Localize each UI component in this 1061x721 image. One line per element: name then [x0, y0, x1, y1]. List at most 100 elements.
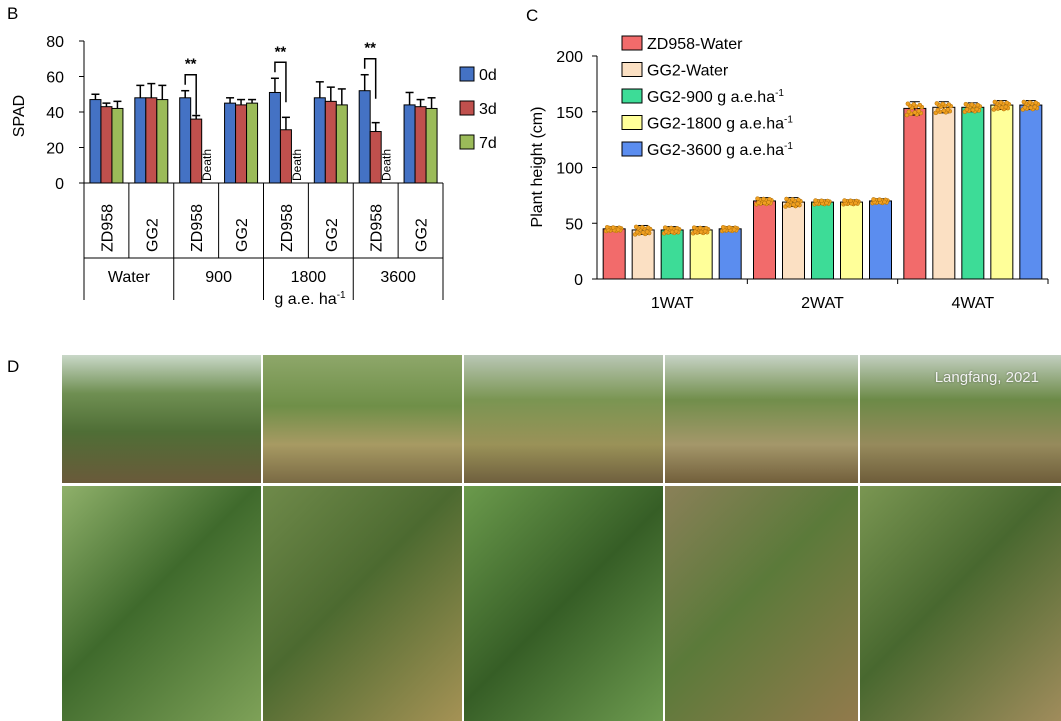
data-point — [673, 229, 679, 234]
significance-marker: ** — [364, 40, 376, 57]
bar-GG2-900 g a.e.ha — [961, 106, 985, 280]
data-point — [993, 105, 999, 110]
legend-swatch — [621, 141, 643, 157]
spad-bar-chart: SPAD 0 20 40 60 80 ZD958 GG2 ZD958 GG2 ZD958 GG2 ZD9… — [11, 34, 497, 308]
data-point — [904, 112, 910, 118]
data-point — [615, 227, 621, 232]
x-group-label: 3600 — [380, 269, 416, 286]
data-point — [999, 105, 1005, 110]
y-tick-label: 50 — [565, 216, 583, 233]
bar-GG2-1800 g a.e.ha — [840, 201, 863, 280]
significance-marker: ** — [185, 56, 197, 73]
data-point — [766, 200, 771, 205]
photo-field-3600 — [665, 355, 858, 483]
y-tick-label: 80 — [46, 34, 64, 51]
data-point — [633, 224, 639, 230]
data-point — [941, 108, 947, 113]
bar-GG2-3600 g a.e.ha — [718, 228, 742, 280]
bar-GG2-1800 g a.e.ha — [689, 229, 713, 280]
legend-label: GG2-3600 g a.e.ha-1 — [647, 141, 793, 159]
data-point — [790, 197, 795, 202]
x-category-label: GG2 — [414, 218, 431, 252]
bar-ZD958-Water — [753, 200, 776, 280]
data-point — [1028, 105, 1034, 110]
bar-0d — [89, 99, 102, 184]
photo-field-900 — [263, 355, 462, 483]
data-point — [946, 102, 952, 107]
data-point — [974, 106, 980, 112]
data-point — [692, 229, 698, 234]
data-point — [762, 200, 767, 206]
data-point — [1033, 100, 1039, 106]
bar-0d — [179, 97, 192, 184]
x-axis-label-sup: -1 — [337, 290, 346, 301]
bar-7d — [246, 102, 259, 184]
legend-label: GG2-Water — [647, 63, 729, 80]
data-point — [940, 101, 946, 107]
legend-swatch — [621, 62, 643, 77]
data-point — [702, 229, 708, 234]
legend-swatch — [621, 88, 643, 104]
bar-GG2-Water — [782, 201, 805, 280]
field-photo-grid: Langfang, 2021 — [62, 355, 1061, 721]
significance-bracket — [184, 73, 197, 115]
data-point — [796, 197, 801, 203]
data-point — [784, 196, 789, 202]
data-point — [1004, 100, 1010, 106]
data-point — [906, 109, 912, 114]
x-axis-label: g a.e. ha-1 — [274, 290, 346, 308]
data-point — [992, 99, 998, 105]
y-tick-label: 60 — [46, 70, 64, 87]
photo-ear-zd958 — [860, 486, 1061, 721]
legend-label-sup: -1 — [775, 88, 784, 99]
bar-7d — [111, 107, 124, 184]
data-point — [935, 107, 941, 113]
data-point — [871, 197, 876, 202]
y-tick-label: 20 — [46, 141, 64, 158]
bar-0d — [358, 90, 371, 184]
data-point — [1021, 99, 1027, 105]
bar-3d — [235, 104, 248, 184]
data-point — [905, 101, 911, 106]
y-tick-label: 40 — [46, 105, 64, 122]
x-category-label: 2WAT — [801, 295, 844, 312]
photo-field-1800 — [464, 355, 663, 483]
photo-ear-1800 — [464, 486, 663, 721]
x-category-label: ZD958 — [189, 204, 206, 252]
data-point — [964, 107, 970, 112]
data-point — [1022, 105, 1028, 110]
legend-label-0d: 0d — [479, 67, 497, 84]
y-tick-label: 150 — [556, 105, 583, 122]
y-tick-label: 100 — [556, 161, 583, 178]
panel-label-c: C — [526, 6, 539, 25]
data-point — [912, 110, 918, 115]
legend-swatch-7d — [459, 134, 475, 150]
data-point — [813, 198, 818, 203]
data-point — [1027, 100, 1033, 105]
data-point — [756, 200, 761, 205]
bar-0d — [403, 104, 416, 184]
x-category-label: ZD958 — [369, 204, 386, 252]
data-point — [963, 101, 969, 107]
bar-7d — [156, 99, 169, 184]
bar-3d — [100, 106, 113, 184]
data-point — [877, 197, 882, 202]
data-point — [610, 225, 616, 230]
death-label: Death — [380, 149, 394, 181]
bar-GG2-900 g a.e.ha — [811, 201, 834, 280]
data-point — [848, 198, 853, 203]
x-group-label: 1800 — [291, 269, 327, 286]
y-tick-label: 200 — [556, 49, 583, 66]
photo-field-zd958: Langfang, 2021 — [860, 355, 1061, 483]
data-point — [824, 200, 829, 206]
legend-label-7d: 7d — [479, 135, 497, 152]
data-point — [934, 101, 940, 106]
bar-7d — [425, 107, 438, 184]
data-point — [945, 107, 951, 112]
photo-ear-3600 — [665, 486, 858, 721]
data-point — [819, 198, 824, 203]
x-category-label: ZD958 — [279, 204, 296, 252]
data-point — [668, 225, 674, 231]
data-point — [639, 225, 645, 230]
y-tick-label: 0 — [55, 176, 64, 193]
